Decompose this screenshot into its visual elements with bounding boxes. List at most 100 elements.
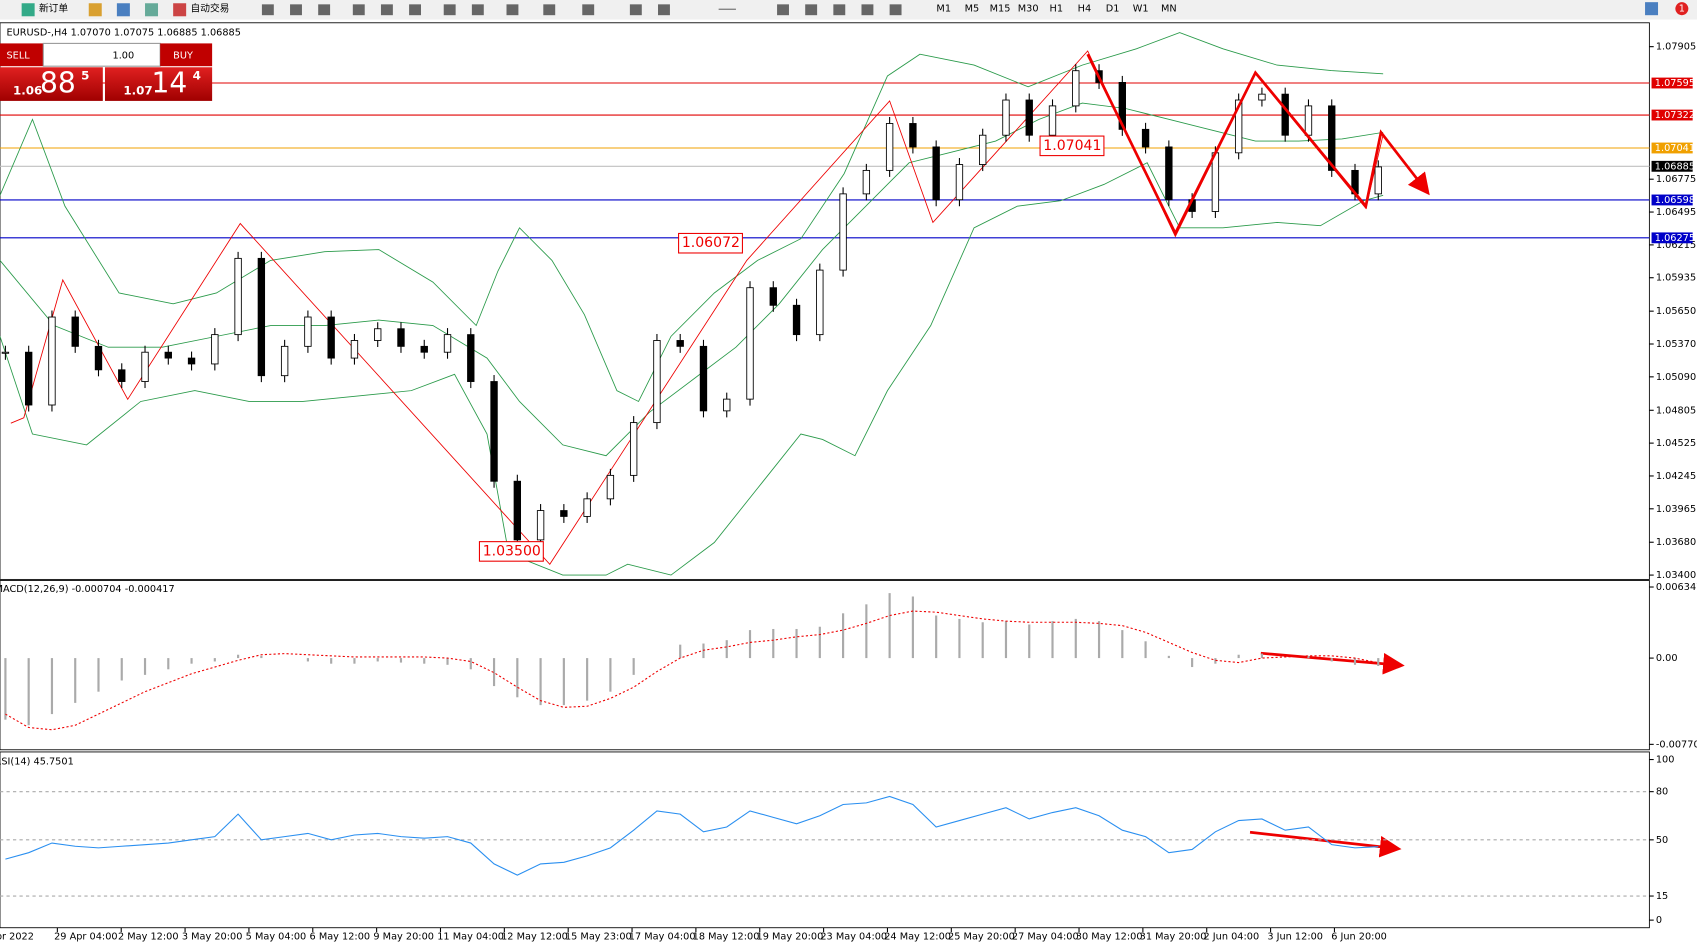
candle <box>397 328 405 347</box>
tool-icon[interactable] <box>380 4 393 16</box>
tool-icon[interactable] <box>506 4 519 16</box>
candle <box>583 498 591 517</box>
sell-button[interactable] <box>0 43 44 67</box>
candle <box>234 257 242 336</box>
toolbar-icon[interactable] <box>88 3 102 17</box>
candle <box>560 510 568 517</box>
toolbar-icon[interactable] <box>145 3 159 17</box>
candle <box>536 510 545 541</box>
time-label: 23 May 04:00 <box>820 931 887 942</box>
candle <box>769 287 777 306</box>
tool-icon[interactable] <box>261 4 274 16</box>
tool-icon[interactable] <box>629 4 642 16</box>
price-annotation: 1.07041 <box>1043 138 1101 154</box>
candle <box>1072 70 1080 107</box>
timeframe-button[interactable]: H1 <box>1050 4 1064 15</box>
price-annotation-box <box>1039 135 1105 157</box>
price-tick-label: 1.07905 <box>1656 42 1696 53</box>
timeframe-button[interactable]: M30 <box>1018 4 1039 15</box>
candle <box>885 123 894 171</box>
candle <box>164 351 172 359</box>
tool-icon[interactable] <box>409 4 422 16</box>
time-label: Apr 2022 <box>0 931 34 942</box>
price-tick-label: 1.05090 <box>1656 372 1696 383</box>
new-order-button[interactable]: 新订单 <box>39 2 68 15</box>
auto-trading-button[interactable]: 自动交易 <box>190 2 229 15</box>
price-annotation-box <box>678 232 743 254</box>
bid-sup: 5 <box>81 68 89 82</box>
candle <box>94 345 103 371</box>
candle <box>211 334 219 365</box>
candle <box>1002 99 1010 136</box>
price-line-label: 1.06598 <box>1655 195 1695 206</box>
time-label: 3 Jun 12:00 <box>1267 931 1323 942</box>
price-line-label: 1.07041 <box>1655 143 1695 154</box>
time-label: 19 May 20:00 <box>757 931 824 942</box>
tool-icon[interactable] <box>443 4 456 16</box>
timeframe-button[interactable]: W1 <box>1133 4 1149 15</box>
time-label: 2 May 12:00 <box>118 931 179 942</box>
tool-icon[interactable] <box>833 4 846 16</box>
time-label: 25 May 20:00 <box>948 931 1015 942</box>
candle <box>816 269 824 336</box>
band-lower <box>0 162 1384 576</box>
lot-input[interactable] <box>42 42 161 67</box>
bid-box[interactable] <box>0 67 103 101</box>
axes: 1.07905 1.06775 1.06495 1.06215 1.05935 1.056… <box>0 42 1697 943</box>
time-label: 15 May 23:00 <box>565 931 632 942</box>
ask-main: 14 <box>152 67 188 100</box>
tool-icon[interactable] <box>777 4 789 16</box>
toolbar-icon[interactable] <box>116 3 130 17</box>
auto-trading-icon[interactable] <box>173 3 187 17</box>
rsi-tick-label: 80 <box>1656 787 1668 798</box>
candle <box>1048 105 1057 136</box>
tool-icon[interactable] <box>889 4 902 16</box>
candle <box>1 351 10 354</box>
candle <box>374 328 382 341</box>
tool-icon[interactable] <box>582 4 595 16</box>
toolbar-tools <box>261 4 902 16</box>
macd-signal <box>5 610 1379 731</box>
price-line-tag <box>1651 142 1693 154</box>
timeframe-button[interactable]: M1 <box>936 4 951 15</box>
timeframe-button[interactable]: H4 <box>1078 4 1092 15</box>
timeframe-button[interactable]: MN <box>1161 4 1177 15</box>
tool-icon[interactable] <box>718 8 736 10</box>
buy-button[interactable] <box>160 43 213 67</box>
time-label: 12 May 12:00 <box>501 931 568 942</box>
ask-box[interactable] <box>104 67 213 101</box>
tool-icon[interactable] <box>861 4 874 16</box>
timeframe-button[interactable]: D1 <box>1106 4 1120 15</box>
timeframe-button[interactable]: M15 <box>990 4 1011 15</box>
timeframe-button[interactable]: M5 <box>965 4 980 15</box>
lot-value[interactable]: 1.00 <box>113 50 135 61</box>
tool-icon[interactable] <box>352 4 365 16</box>
price-lines <box>0 82 1650 239</box>
candle <box>932 146 940 201</box>
bid-main: 88 <box>40 67 76 100</box>
time-label: 18 May 12:00 <box>693 931 760 942</box>
search-icon[interactable] <box>1645 2 1659 16</box>
new-order-icon[interactable] <box>21 3 35 17</box>
tool-icon[interactable] <box>543 4 556 16</box>
candle <box>676 340 684 347</box>
tool-icon[interactable] <box>805 4 818 16</box>
candle <box>1304 105 1313 136</box>
tool-icon[interactable] <box>318 4 331 16</box>
notification-badge[interactable] <box>1675 2 1689 16</box>
ask-sup: 4 <box>193 68 201 82</box>
tool-icon[interactable] <box>471 4 484 16</box>
chart-header: EURUSD-,H4 1.07070 1.07075 1.06885 1.068… <box>6 28 240 39</box>
candle <box>443 334 452 353</box>
candle <box>1374 166 1382 195</box>
sell-label[interactable]: SELL <box>6 50 30 61</box>
candle <box>490 381 498 482</box>
tool-icon[interactable] <box>658 4 670 16</box>
time-label: 2 Jun 04:00 <box>1203 931 1259 942</box>
tool-icon[interactable] <box>290 4 302 16</box>
buy-label[interactable]: BUY <box>173 50 193 61</box>
time-label: 29 Apr 04:00 <box>54 931 117 942</box>
price-tick-label: 1.04245 <box>1656 471 1696 482</box>
candle <box>467 334 475 382</box>
